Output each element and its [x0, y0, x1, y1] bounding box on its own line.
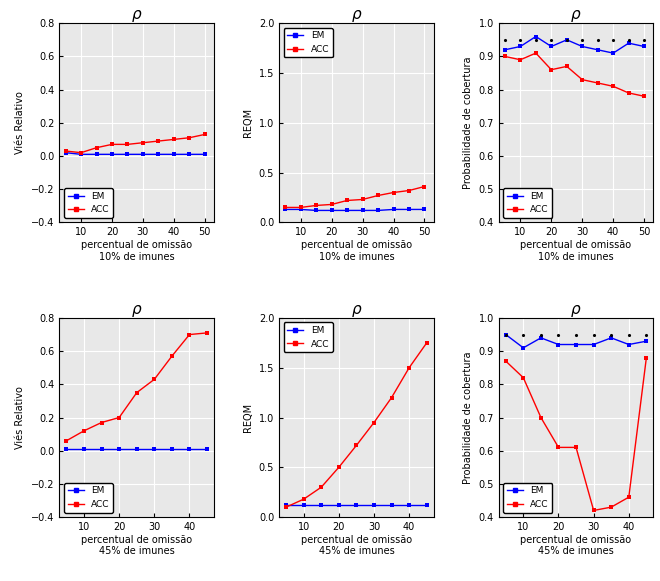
- Y-axis label: REQM: REQM: [244, 403, 253, 432]
- X-axis label: percentual de omissão
10% de imunes: percentual de omissão 10% de imunes: [521, 240, 632, 261]
- Y-axis label: Viés Relativo: Viés Relativo: [15, 91, 26, 154]
- X-axis label: percentual de omissão
10% de imunes: percentual de omissão 10% de imunes: [81, 240, 192, 261]
- Title: ρ: ρ: [352, 302, 361, 317]
- X-axis label: percentual de omissão
45% de imunes: percentual de omissão 45% de imunes: [301, 535, 412, 557]
- Y-axis label: Probabilidade de cobertura: Probabilidade de cobertura: [463, 56, 473, 189]
- Legend: EM, ACC: EM, ACC: [64, 483, 113, 512]
- Legend: EM, ACC: EM, ACC: [503, 188, 552, 218]
- Y-axis label: Viés Relativo: Viés Relativo: [15, 386, 26, 449]
- Legend: EM, ACC: EM, ACC: [64, 188, 113, 218]
- Legend: EM, ACC: EM, ACC: [503, 483, 552, 512]
- Y-axis label: REQM: REQM: [244, 108, 253, 137]
- Title: ρ: ρ: [352, 7, 361, 22]
- Legend: EM, ACC: EM, ACC: [284, 28, 333, 58]
- Legend: EM, ACC: EM, ACC: [284, 322, 333, 352]
- X-axis label: percentual de omissão
10% de imunes: percentual de omissão 10% de imunes: [301, 240, 412, 261]
- Title: ρ: ρ: [132, 7, 141, 22]
- Y-axis label: Probabilidade de cobertura: Probabilidade de cobertura: [463, 352, 473, 484]
- X-axis label: percentual de omissão
45% de imunes: percentual de omissão 45% de imunes: [81, 535, 192, 557]
- Title: ρ: ρ: [132, 302, 141, 317]
- Title: ρ: ρ: [572, 302, 581, 317]
- X-axis label: percentual de omissão
45% de imunes: percentual de omissão 45% de imunes: [521, 535, 632, 557]
- Title: ρ: ρ: [572, 7, 581, 22]
